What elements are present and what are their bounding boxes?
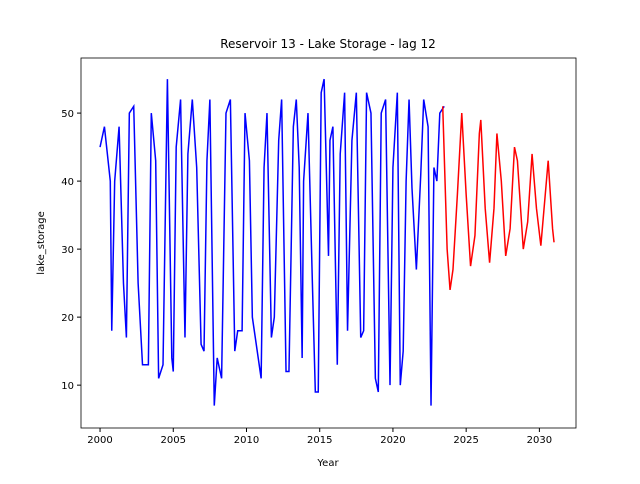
- y-tick-label: 10: [61, 381, 74, 392]
- x-tick-label: 2025: [453, 435, 478, 446]
- y-tick-label: 40: [61, 177, 74, 188]
- x-axis-label: Year: [316, 458, 339, 469]
- x-tick-label: 2030: [527, 435, 552, 446]
- y-tick-label: 20: [61, 313, 74, 324]
- data-line: [99, 78, 445, 406]
- plot-frame: [80, 57, 577, 429]
- y-axis-label: lake_storage: [36, 211, 47, 274]
- x-tick-label: 2015: [307, 435, 332, 446]
- data-line: [441, 106, 555, 291]
- y-tick-label: 30: [61, 245, 74, 256]
- x-tick-label: 2020: [380, 435, 405, 446]
- x-tick-label: 2010: [234, 435, 259, 446]
- y-tick-label: 50: [61, 109, 74, 120]
- x-tick-label: 2000: [87, 435, 112, 446]
- x-tick-label: 2005: [161, 435, 186, 446]
- chart-title: Reservoir 13 - Lake Storage - lag 12: [220, 37, 436, 51]
